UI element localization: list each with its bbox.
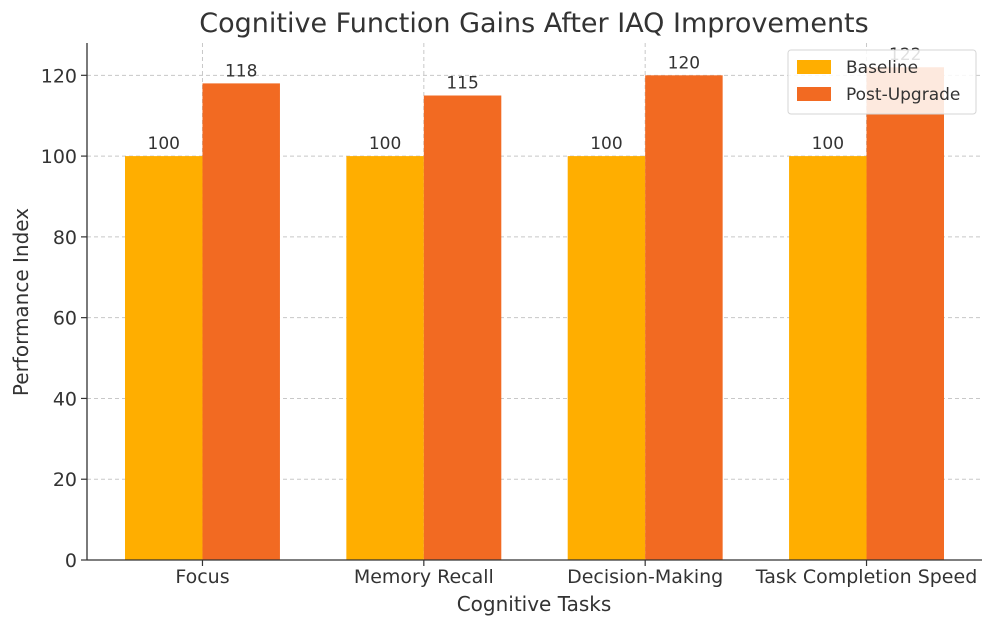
x-tick-label: Task Completion Speed [755,566,977,588]
bar [423,95,502,560]
legend-label: Baseline [846,58,918,78]
y-tick-label: 40 [53,388,77,410]
axes-layer: 0 20 40 60 80 100 120 Focus Memory Recall Decisio… [41,43,982,588]
bar [866,67,944,560]
y-axis-label: Performance Index [9,208,33,396]
y-tick-label: 80 [53,227,77,249]
data-label: 120 [668,53,700,73]
x-tick-label: Memory Recall [354,566,494,588]
y-tick-label: 100 [41,146,77,168]
x-tick-label: Decision-Making [567,566,723,588]
y-tick-label: 60 [53,308,77,330]
y-tick-label: 20 [53,469,77,491]
data-label: 100 [148,134,180,154]
data-label: 100 [369,134,401,154]
bar [125,156,203,560]
y-tick-label: 0 [65,550,77,572]
data-label: 118 [225,61,257,81]
legend-swatch [797,87,831,101]
data-label: 100 [590,134,622,154]
x-axis-label: Cognitive Tasks [457,592,612,616]
legend-swatch [797,60,831,74]
chart-title: Cognitive Function Gains After IAQ Impro… [199,8,868,39]
bar [346,156,424,560]
data-label: 100 [812,134,844,154]
x-tick-label: Focus [175,566,229,588]
data-label: 115 [446,74,478,94]
y-tick-label: 120 [41,65,77,87]
bar [789,156,867,560]
bar [202,83,280,560]
bar [645,75,723,560]
legend-label: Post-Upgrade [846,85,960,105]
bar [567,156,646,560]
legend: Baseline Post-Upgrade [787,49,977,115]
bars-layer [125,67,944,560]
legend-box [787,49,977,115]
